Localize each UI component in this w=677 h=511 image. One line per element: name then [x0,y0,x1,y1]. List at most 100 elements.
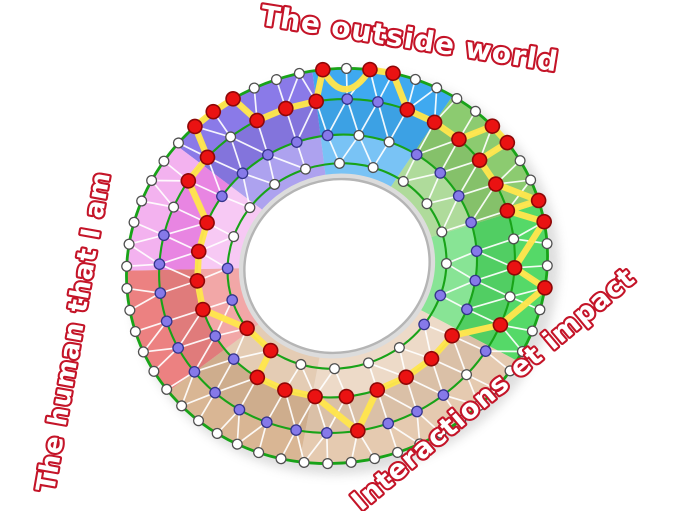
purple-node [434,167,447,179]
purple-node [321,129,334,142]
white-node [128,216,140,228]
white-node [121,282,133,294]
white-node [275,453,287,465]
red-node [278,100,294,117]
purple-node [341,93,354,105]
red-node [262,342,279,359]
white-node [298,456,310,468]
white-node [526,325,538,337]
red-node [249,369,266,386]
purple-node [262,148,274,161]
white-node [393,342,405,354]
white-node [421,198,433,210]
red-node [195,301,211,318]
white-node [436,226,448,238]
white-node [172,137,184,149]
white-node [473,399,485,412]
white-node [124,304,136,316]
white-node [383,136,395,148]
red-node [308,93,324,110]
white-node [322,458,334,470]
red-node [499,134,516,151]
red-node [187,118,203,135]
purple-node [465,216,477,229]
white-node [295,358,307,371]
white-node [148,365,160,377]
white-node [269,178,281,190]
purple-node [434,289,447,302]
white-node [541,238,553,250]
purple-node [290,136,303,148]
white-node [340,62,352,74]
purple-node [216,190,228,203]
white-node [490,383,502,395]
purple-node [209,330,222,342]
purple-node [418,318,430,331]
purple-node [153,258,166,271]
purple-node [236,167,249,180]
white-node [508,233,520,245]
white-node [541,260,553,272]
red-node [398,369,414,385]
purple-node [226,294,239,306]
purple-node [372,96,384,108]
white-node [367,161,379,174]
white-node [129,325,141,338]
white-node [192,415,205,427]
white-node [345,456,357,468]
purple-node [154,287,167,299]
purple-node [221,262,234,275]
white-node [228,231,240,243]
white-node [231,438,243,450]
red-node [423,350,440,367]
white-node [516,345,528,358]
red-node [205,103,222,120]
red-node [239,320,255,337]
red-node [536,213,552,230]
red-node [315,61,331,78]
white-node [362,357,375,369]
red-node [499,202,516,219]
red-node [190,243,207,260]
white-node [136,195,148,207]
white-node [299,163,312,175]
purple-node [470,245,483,257]
red-node [199,149,216,166]
wheel-hole [243,177,431,355]
red-node [249,112,265,129]
white-node [293,67,305,79]
red-node [277,382,293,398]
red-node [506,260,523,276]
white-node [409,73,421,85]
nodes-group [121,61,553,470]
red-node [362,61,378,78]
white-node [440,258,452,270]
purple-node [411,405,423,418]
white-node [397,175,409,188]
white-node [534,304,546,316]
white-node [211,427,223,439]
red-node [385,65,401,82]
white-node [168,201,180,213]
white-node [121,260,133,272]
purple-node [172,342,184,354]
purple-node [469,274,482,287]
white-node [353,129,365,141]
purple-node [227,353,240,365]
white-node [525,174,537,186]
white-node [333,157,346,169]
wheel-root [121,61,560,475]
red-node [537,280,553,296]
white-node [253,447,265,459]
white-node [392,446,404,458]
label-human-that-i-am: The human that I am [31,169,117,494]
white-node [514,155,526,167]
red-node [444,327,460,344]
white-node [270,74,282,86]
purple-node [290,424,302,436]
red-node [189,273,206,289]
purple-node [320,427,333,439]
white-node [431,82,443,94]
